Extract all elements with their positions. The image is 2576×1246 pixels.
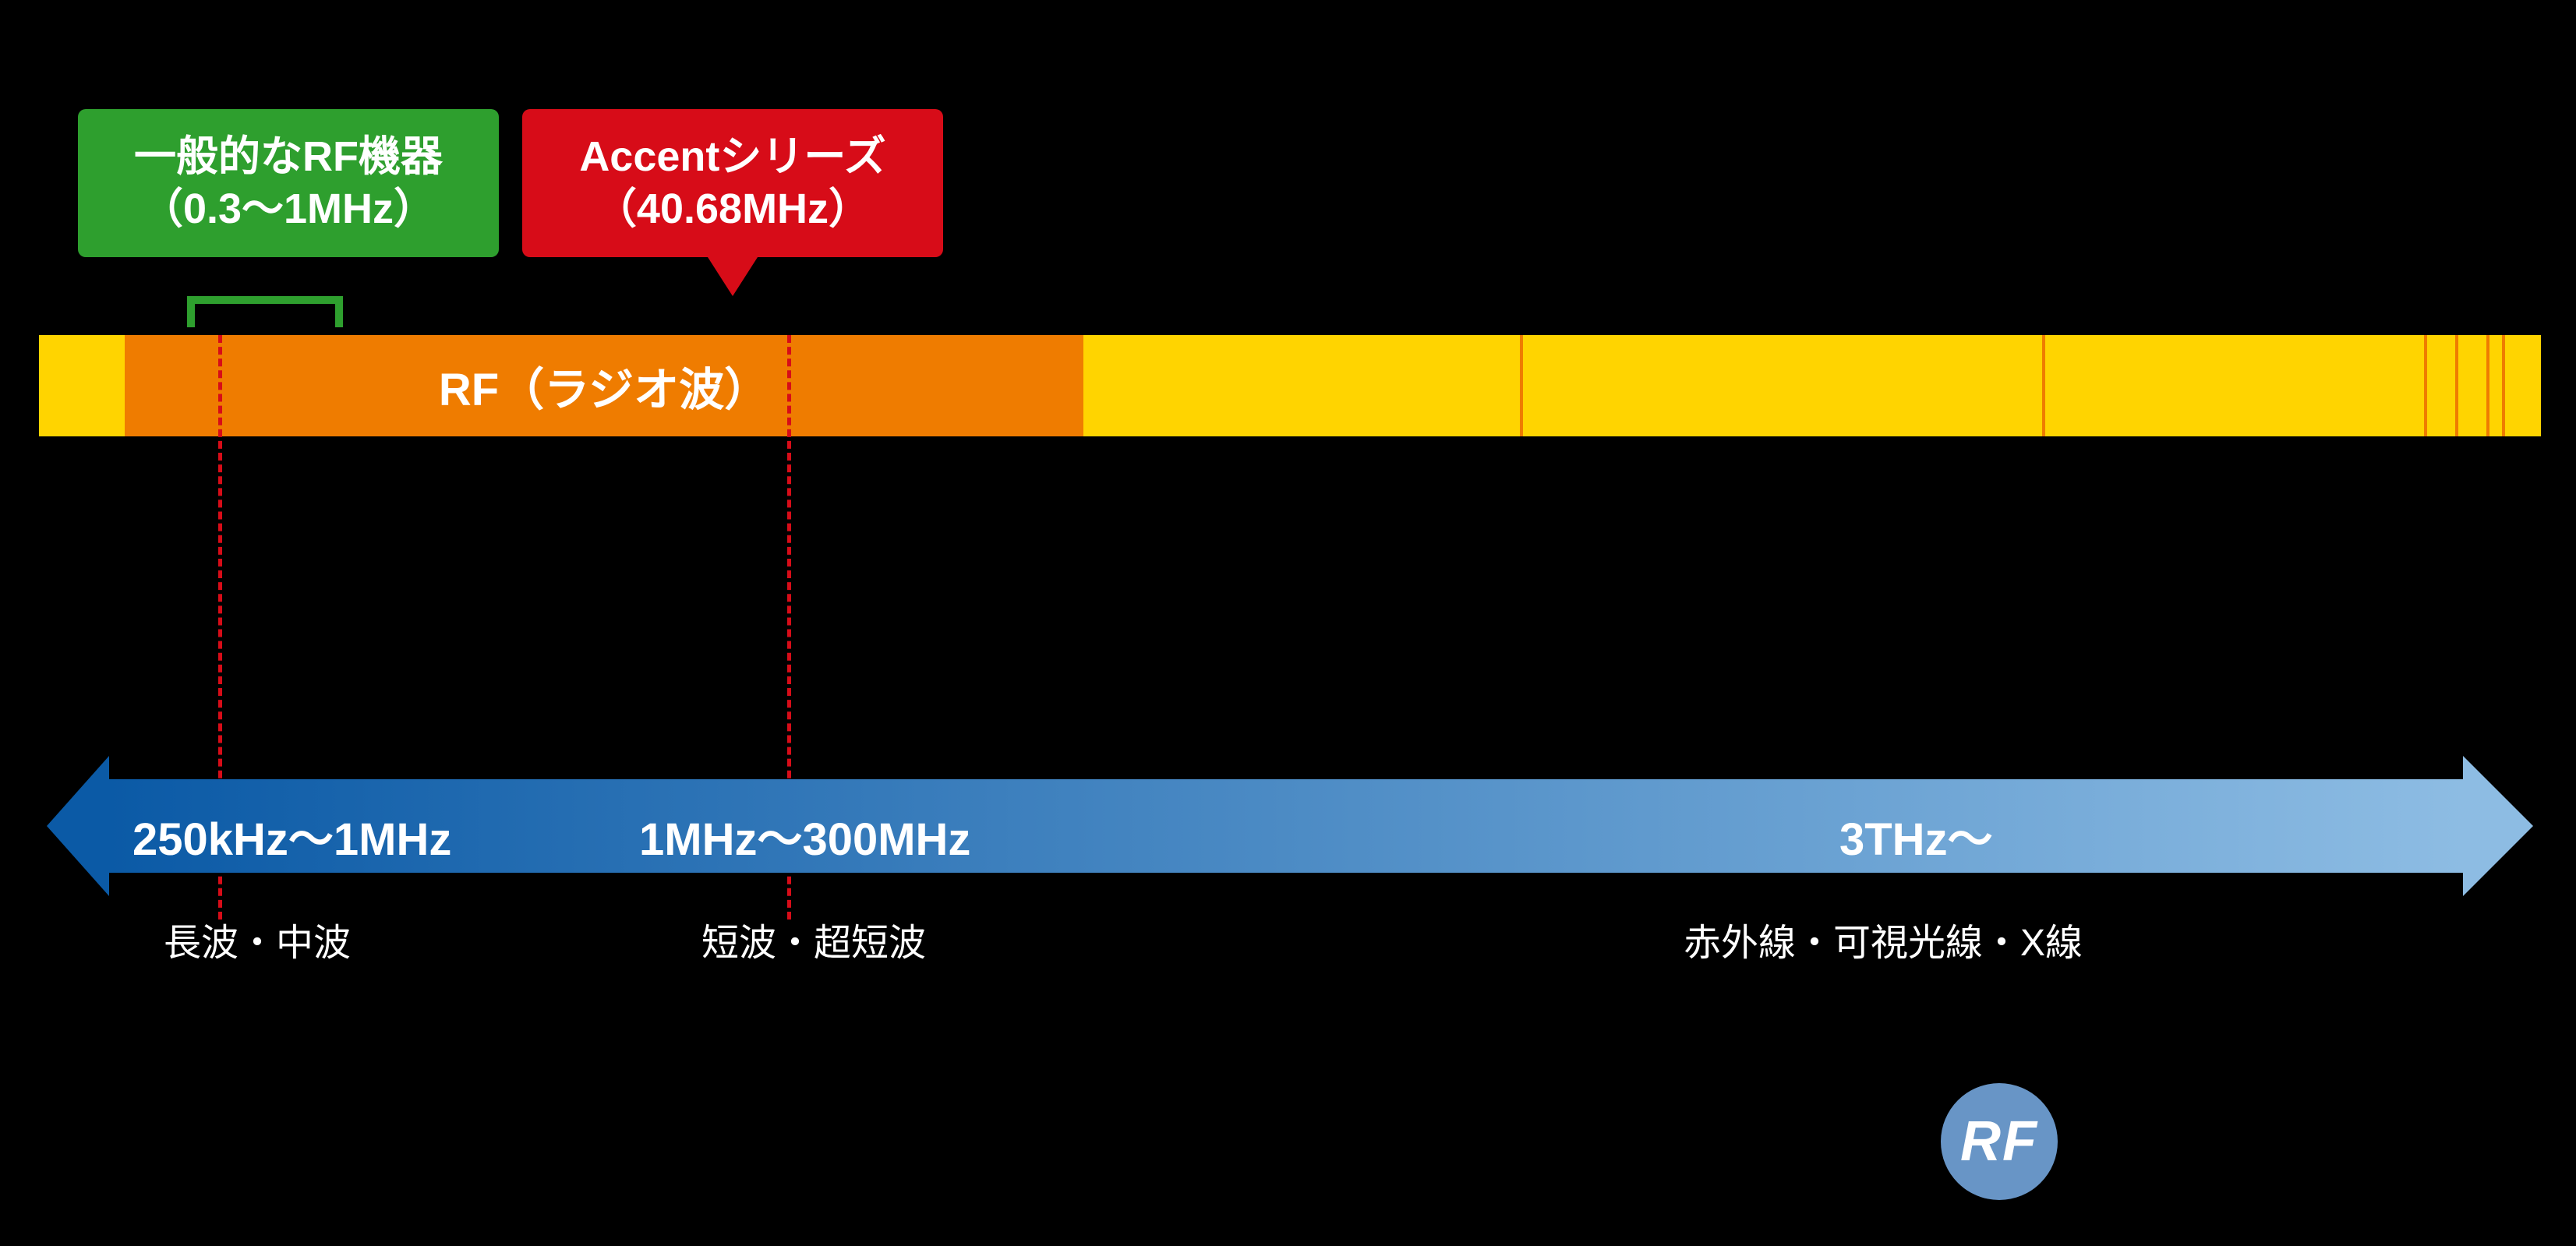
rf-logo: RF <box>1941 1083 2058 1200</box>
spectrum-divider-3 <box>2455 335 2458 436</box>
callout-accent: Accentシリーズ （40.68MHz） <box>522 109 943 257</box>
diagram-canvas: 一般的なRF機器 （0.3～1MHz） Accentシリーズ （40.68MHz… <box>0 0 2576 1246</box>
callout-rf-device: 一般的なRF機器 （0.3～1MHz） <box>78 109 499 257</box>
sub-label-1: 短波・超短波 <box>701 912 926 966</box>
freq-label-2: 3THz～ <box>1839 803 1993 868</box>
spectrum-divider-1 <box>2042 335 2045 436</box>
spectrum-seg-rf: RF（ラジオ波） <box>125 335 1083 436</box>
sub-label-0: 長波・中波 <box>164 912 351 966</box>
arrow-right-head-icon <box>2463 756 2533 896</box>
spectrum-divider-4 <box>2486 335 2489 436</box>
freq-label-1: 1MHz～300MHz <box>639 803 970 868</box>
callout-accent-arrow-icon <box>708 257 758 296</box>
spectrum-divider-0 <box>1520 335 1523 436</box>
spectrum-divider-2 <box>2424 335 2427 436</box>
callout-accent-line1: Accentシリーズ <box>579 131 885 184</box>
rf-logo-text: RF <box>1960 1110 2038 1174</box>
spectrum-rf-label: RF（ラジオ波） <box>439 353 769 418</box>
freq-label-0: 250kHz～1MHz <box>133 803 451 868</box>
spectrum-seg-0 <box>39 335 125 436</box>
spectrum-seg-2 <box>1083 335 2541 436</box>
spectrum-divider-5 <box>2502 335 2505 436</box>
callout-rf-device-line2: （0.3～1MHz） <box>141 183 436 236</box>
spectrum-bar: RF（ラジオ波） <box>39 335 2541 436</box>
arrow-left-head-icon <box>47 756 109 896</box>
sub-label-2: 赤外線・可視光線・X線 <box>1684 912 2083 966</box>
callout-accent-line2: （40.68MHz） <box>595 183 871 236</box>
frequency-arrow-bar <box>109 779 2463 873</box>
callout-rf-device-line1: 一般的なRF機器 <box>134 131 443 184</box>
rf-device-bracket <box>187 296 343 327</box>
